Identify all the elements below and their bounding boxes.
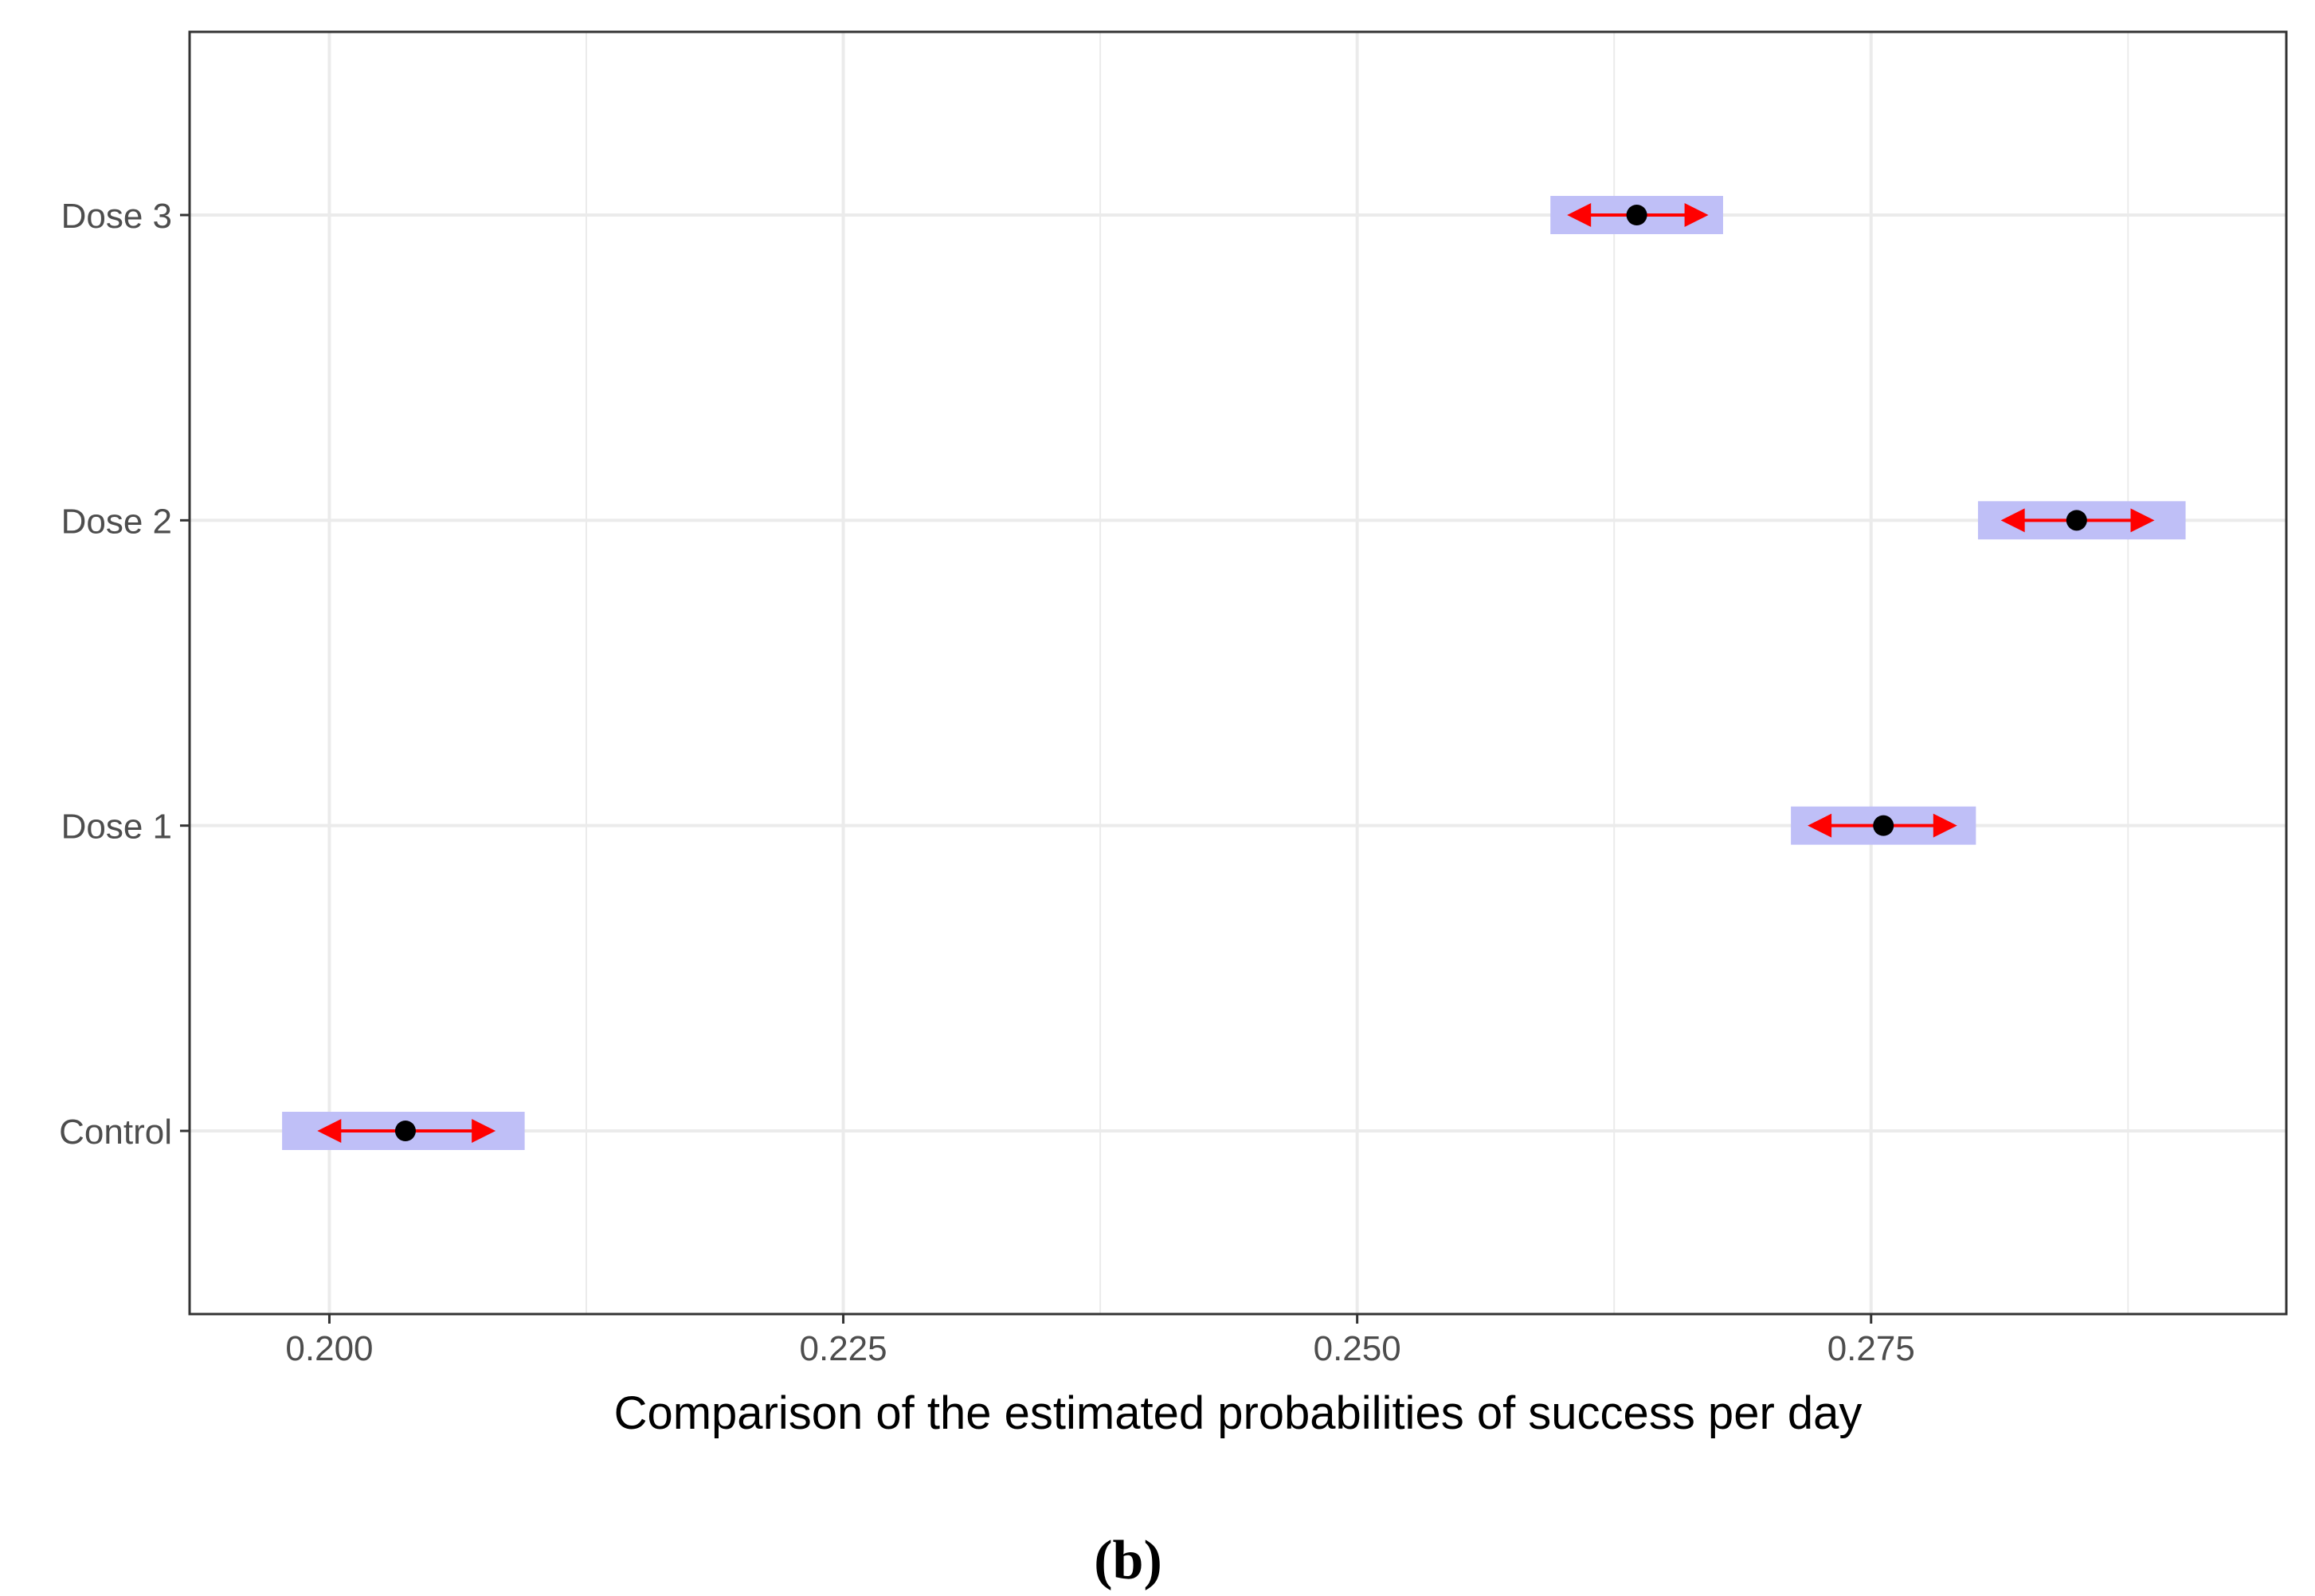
point-estimate bbox=[1873, 815, 1894, 836]
x-axis: 0.200 0.225 0.250 0.275 bbox=[285, 1314, 1915, 1368]
interval-right-arrowhead bbox=[1933, 813, 1957, 838]
x-tick-label: 0.200 bbox=[285, 1329, 373, 1368]
point-estimate bbox=[1626, 205, 1647, 225]
y-axis: Control Dose 1 Dose 2 Dose 3 bbox=[59, 197, 190, 1152]
plot-background bbox=[190, 32, 2286, 1314]
point-estimates bbox=[394, 205, 2087, 1141]
interval-right-arrowhead bbox=[2130, 508, 2155, 533]
point-estimate bbox=[394, 1121, 416, 1141]
y-tick-label: Dose 3 bbox=[61, 197, 172, 236]
plot-panel-border bbox=[188, 30, 2288, 1316]
interval-left-arrowhead bbox=[2000, 508, 2025, 533]
y-tick-label: Dose 1 bbox=[61, 808, 172, 847]
x-tick-label: 0.275 bbox=[1827, 1329, 1915, 1368]
panel-label: (b) bbox=[1094, 1530, 1162, 1591]
interval-left-arrowhead bbox=[1808, 813, 1832, 838]
interval-right-arrowhead bbox=[472, 1119, 496, 1143]
interval-left-arrowhead bbox=[317, 1119, 342, 1143]
x-axis-title: Comparison of the estimated probabilitie… bbox=[614, 1387, 1863, 1439]
y-tick-label: Dose 2 bbox=[61, 502, 172, 541]
point-estimate bbox=[2066, 510, 2087, 531]
x-tick-label: 0.225 bbox=[800, 1329, 887, 1368]
interval-left-arrowhead bbox=[1567, 203, 1592, 227]
x-tick-label: 0.250 bbox=[1314, 1329, 1401, 1368]
interval-right-arrowhead bbox=[1684, 203, 1709, 227]
y-tick-label: Control bbox=[59, 1113, 172, 1152]
